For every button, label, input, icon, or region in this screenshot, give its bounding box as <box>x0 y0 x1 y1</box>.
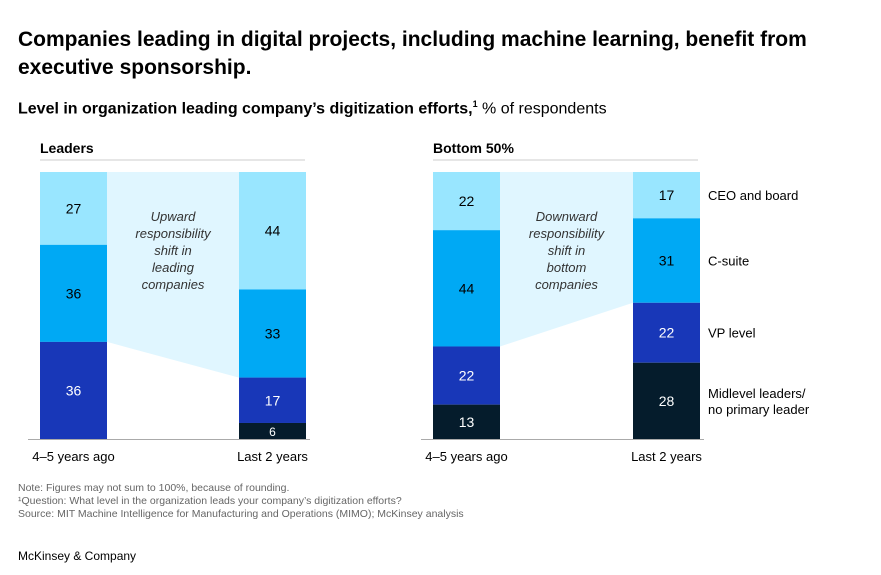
bar-value-label: 27 <box>66 200 82 216</box>
bar-value-label: 44 <box>265 223 281 239</box>
bar-value-label: 17 <box>265 392 281 408</box>
bar-segment <box>433 172 500 231</box>
bar-segment <box>633 218 700 303</box>
bar-segment <box>239 422 306 439</box>
legend-label: no primary leader <box>708 402 810 417</box>
legend-label: CEO and board <box>708 188 798 203</box>
annotation-line: Downward <box>536 209 598 224</box>
bar-value-label: 36 <box>66 382 82 398</box>
bar-segment <box>433 230 500 347</box>
bar-segment <box>239 289 306 378</box>
bar-segment <box>633 362 700 439</box>
bar-segment <box>633 302 700 363</box>
annotation-line: companies <box>535 277 598 292</box>
category-label: 4–5 years ago <box>425 449 507 464</box>
bar-segment <box>433 404 500 439</box>
bar-segment <box>40 244 107 342</box>
shift-shade <box>107 172 239 378</box>
bar-value-label: 17 <box>659 187 675 203</box>
bar-value-label: 44 <box>459 280 475 296</box>
shift-shade <box>500 172 633 347</box>
bar-segment <box>239 172 306 290</box>
bar-segment <box>40 341 107 439</box>
bar-value-label: 22 <box>459 193 475 209</box>
legend-label: C-suite <box>708 254 749 269</box>
annotation-line: companies <box>142 277 205 292</box>
note: Note: Figures may not sum to 100%, becau… <box>18 482 290 494</box>
bar-value-label: 28 <box>659 393 675 409</box>
annotation-line: Upward <box>151 209 197 224</box>
brand-logo: McKinsey & Company <box>18 549 137 563</box>
source: Source: MIT Machine Intelligence for Man… <box>18 508 464 520</box>
chart-title: Companies leading in digital projects, i… <box>18 28 807 79</box>
bar-segment <box>239 377 306 423</box>
bar-value-label: 36 <box>66 285 82 301</box>
subtitle-footnote: 1 <box>472 99 478 109</box>
bar-value-label: 31 <box>659 253 675 269</box>
panel-title: Leaders <box>40 140 94 156</box>
annotation-line: responsibility <box>135 226 212 241</box>
annotation-line: leading <box>152 260 195 275</box>
legend-label: VP level <box>708 326 756 341</box>
annotation-line: shift in <box>154 243 192 258</box>
subtitle-unit: % of respondents <box>477 100 607 118</box>
footnote: ¹Question: What level in the organizatio… <box>18 495 402 507</box>
category-label: Last 2 years <box>237 449 308 464</box>
annotation-line: responsibility <box>529 226 606 241</box>
bar-segment <box>433 346 500 405</box>
bar-value-label: 22 <box>659 325 675 341</box>
annotation-line: bottom <box>547 260 587 275</box>
bar-segment <box>633 172 700 219</box>
category-label: Last 2 years <box>631 449 702 464</box>
subtitle-bold: Level in organization leading company’s … <box>18 100 473 118</box>
panel-title: Bottom 50% <box>433 140 514 156</box>
annotation-line: shift in <box>548 243 586 258</box>
chart-subtitle: Level in organization leading company’s … <box>18 99 607 118</box>
bar-segment <box>40 172 107 245</box>
bar-value-label: 33 <box>265 326 281 342</box>
bar-value-label: 6 <box>269 425 276 439</box>
category-label: 4–5 years ago <box>32 449 114 464</box>
legend-label: Midlevel leaders/ <box>708 386 806 401</box>
bar-value-label: 13 <box>459 414 475 430</box>
bar-value-label: 22 <box>459 368 475 384</box>
